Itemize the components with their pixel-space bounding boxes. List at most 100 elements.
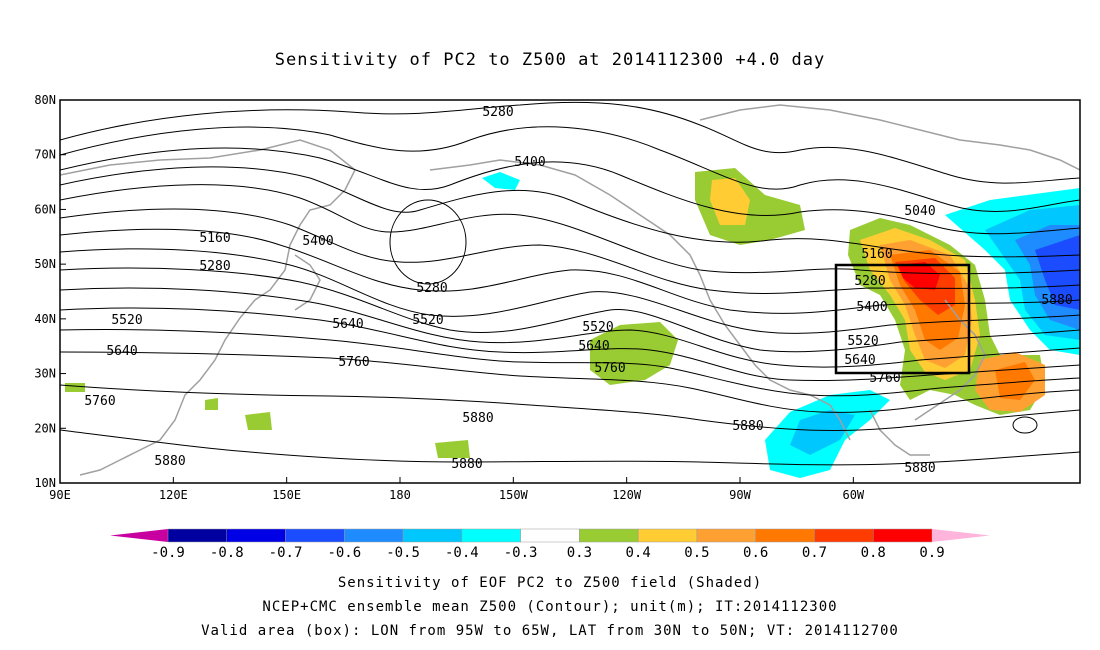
coastline-asia xyxy=(60,139,356,476)
lat-label: 40N xyxy=(34,312,56,326)
contour-label: 5760 xyxy=(869,371,900,386)
caption-line-1: Sensitivity of EOF PC2 to Z500 field (Sh… xyxy=(337,575,763,591)
contour-label: 5400 xyxy=(514,155,545,170)
contour-label: 5880 xyxy=(451,457,482,472)
contour-label: 5520 xyxy=(582,320,613,335)
contour-label: 5640 xyxy=(578,339,609,354)
coastline-mexico xyxy=(869,409,930,456)
contour-labels: 5280 5400 5160 5400 5280 5280 5520 5640 5520 5640… xyxy=(84,105,1072,476)
colorbar-swatch xyxy=(461,528,521,543)
lon-label: 60W xyxy=(842,488,864,502)
colorbar-swatch xyxy=(285,528,345,543)
lon-label: 150W xyxy=(499,488,529,502)
colorbar-label: -0.9 xyxy=(151,545,185,560)
lat-label: 50N xyxy=(34,257,56,271)
z500-contours xyxy=(60,101,1080,466)
colorbar-right-cap xyxy=(932,529,990,542)
lon-label: 90W xyxy=(729,488,751,502)
contour-label: 5040 xyxy=(904,204,935,219)
colorbar-left-cap xyxy=(110,529,168,542)
colorbar-label: -0.3 xyxy=(504,545,538,560)
shade-positive-pacific xyxy=(695,168,805,245)
colorbar-label: -0.4 xyxy=(445,545,479,560)
contour-label: 5520 xyxy=(111,313,142,328)
colorbar-swatch xyxy=(344,528,404,543)
longitude-axis: 90E 120E 150E 180 150W 120W 90W 60W xyxy=(49,477,865,502)
contour-label: 5760 xyxy=(84,394,115,409)
colorbar-swatch xyxy=(226,528,286,543)
lon-label: 120W xyxy=(612,488,642,502)
colorbar-swatch xyxy=(579,528,639,543)
contour-label: 5400 xyxy=(302,234,333,249)
colorbar-label: -0.5 xyxy=(386,545,420,560)
colorbar-label: -0.7 xyxy=(269,545,303,560)
contour-label: 5880 xyxy=(154,454,185,469)
contour-label: 5640 xyxy=(106,344,137,359)
colorbar-swatch xyxy=(167,528,228,543)
lat-label: 10N xyxy=(34,476,56,490)
colorbar-label: 0.5 xyxy=(684,545,709,560)
coastlines xyxy=(60,104,1080,476)
contour-label: 5280 xyxy=(854,274,885,289)
latitude-axis: 80N 70N 60N 50N 40N 30N 20N 10N xyxy=(34,93,66,490)
contour-label: 5760 xyxy=(338,355,369,370)
colorbar-label: -0.6 xyxy=(327,545,361,560)
map-title: Sensitivity of PC2 to Z500 at 2014112300… xyxy=(274,50,826,70)
contour-label: 5880 xyxy=(904,461,935,476)
shade-negative-alaska xyxy=(482,172,520,190)
shade-small-4 xyxy=(435,440,470,458)
shade-negative-south-2 xyxy=(790,410,855,455)
colorbar-swatch xyxy=(696,528,756,543)
contour-label: 5880 xyxy=(1041,293,1072,308)
shade-small-1 xyxy=(65,383,85,392)
contour-label: 5280 xyxy=(199,259,230,274)
colorbar-swatch xyxy=(872,528,933,543)
colorbar-swatch xyxy=(637,528,698,543)
lon-label: 180 xyxy=(389,488,411,502)
lon-label: 120E xyxy=(159,488,188,502)
coastline-alaska xyxy=(429,159,851,441)
coastline-east-us xyxy=(914,299,986,421)
colorbar-label: 0.8 xyxy=(861,545,886,560)
lat-label: 20N xyxy=(34,421,56,435)
lon-label: 150E xyxy=(272,488,301,502)
contour-label: 5880 xyxy=(462,411,493,426)
caption-line-2: NCEP+CMC ensemble mean Z500 (Contour); u… xyxy=(262,599,838,615)
caption-line-3: Valid area (box): LON from 95W to 65W, L… xyxy=(201,623,899,639)
contour-label: 5640 xyxy=(332,317,363,332)
colorbar: -0.9 -0.8 -0.7 -0.6 -0.5 -0.4 -0.3 0.3 0.4 0.5 0.6… xyxy=(110,528,990,560)
contour-label: 5280 xyxy=(482,105,513,120)
lat-label: 60N xyxy=(34,202,56,216)
contour-label: 5160 xyxy=(861,247,892,262)
colorbar-label: 0.4 xyxy=(626,545,651,560)
colorbar-swatch xyxy=(755,528,815,543)
valid-area-box xyxy=(834,263,971,375)
colorbar-label: 0.6 xyxy=(743,545,768,560)
shade-positive-atlantic-2 xyxy=(995,362,1035,400)
map-panel: 5280 5400 5160 5400 5280 5280 5520 5640 5520 5640… xyxy=(34,93,1081,560)
contour-label: 5160 xyxy=(199,231,230,246)
colorbar-label: 0.3 xyxy=(567,545,592,560)
shade-small-3 xyxy=(245,412,272,430)
coastline-japan xyxy=(294,254,321,311)
colorbar-swatch xyxy=(814,528,874,543)
lon-label: 90E xyxy=(49,488,71,502)
shade-negative-east-4 xyxy=(1035,235,1080,310)
lat-label: 80N xyxy=(34,93,56,107)
lat-label: 70N xyxy=(34,148,56,162)
contour-label: 5880 xyxy=(732,419,763,434)
contour-label: 5520 xyxy=(847,334,878,349)
contour-label: 5520 xyxy=(412,313,443,328)
shade-positive-central xyxy=(590,322,678,385)
colorbar-swatch xyxy=(402,528,463,543)
lat-label: 30N xyxy=(34,367,56,381)
contour-label: 5640 xyxy=(844,353,875,368)
colorbar-label: 0.9 xyxy=(919,545,944,560)
colorbar-label: -0.8 xyxy=(210,545,244,560)
shade-small-2 xyxy=(205,398,218,410)
shade-positive-na-6 xyxy=(898,262,940,290)
contour-label: 5760 xyxy=(594,361,625,376)
contour-label: 5400 xyxy=(856,300,887,315)
map-frame xyxy=(59,99,1081,484)
colorbar-label: 0.7 xyxy=(802,545,827,560)
